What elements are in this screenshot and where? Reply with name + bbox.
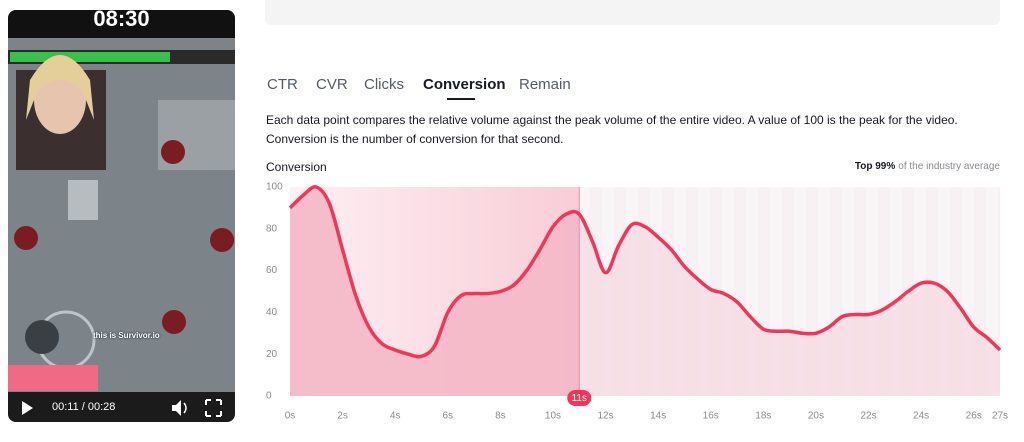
x-tick-label: 22s	[860, 411, 876, 422]
x-tick-label: 4s	[390, 411, 401, 422]
x-tick-label: 20s	[808, 411, 824, 422]
marker-pill	[567, 390, 592, 406]
x-tick-label: 10s	[545, 411, 561, 422]
y-tick-label: 0	[266, 391, 272, 402]
video-time: 00:11 / 00:28	[52, 401, 116, 413]
video-player	[8, 10, 235, 422]
y-tick-label: 60	[266, 265, 278, 276]
tab[interactable]: Remain	[519, 76, 571, 93]
y-tick-label: 80	[266, 223, 278, 234]
rank-text: of the industry average	[898, 161, 1000, 172]
tab[interactable]: Conversion	[423, 76, 506, 93]
x-tick-label: 14s	[650, 411, 666, 422]
area-highlight	[290, 187, 580, 396]
y-tick-label: 100	[266, 182, 283, 193]
description: Each data point compares the relative vo…	[266, 113, 958, 146]
marker-label: 11s	[572, 393, 587, 404]
chart-title: Conversion	[266, 160, 327, 174]
x-tick-label: 8s	[495, 411, 506, 422]
x-tick-label: 2s	[337, 411, 348, 422]
line	[288, 185, 1002, 359]
y-tick-label: 20	[266, 349, 278, 360]
x-tick-label: 16s	[703, 411, 719, 422]
tab[interactable]: CVR	[316, 76, 348, 93]
x-tick-label: 24s	[913, 411, 929, 422]
x-tick-label: 6s	[442, 411, 453, 422]
x-tick-label: 12s	[597, 411, 613, 422]
x-tick-label: 0s	[285, 411, 296, 422]
tab[interactable]: CTR	[267, 76, 298, 93]
rank-highlight: Top 99%	[854, 161, 896, 172]
video-caption: this is Survivor.io	[93, 331, 160, 340]
video-clock: 08:30	[93, 6, 150, 31]
tab-underline	[447, 98, 475, 100]
x-tick-label: 26s	[966, 411, 982, 422]
chart: 0 20 40 60 80 100 0s 2s 4s 6s 8s 10s 12s 14s 16s 18s 20s…	[266, 182, 1008, 422]
x-tick-label: 18s	[755, 411, 771, 422]
tab[interactable]: Clicks	[364, 76, 404, 93]
x-tick-label: 27s	[992, 411, 1008, 422]
summary-box	[265, 0, 1000, 25]
rank: Top 99% of the industry average	[855, 161, 1000, 172]
y-tick-label: 40	[266, 307, 278, 318]
